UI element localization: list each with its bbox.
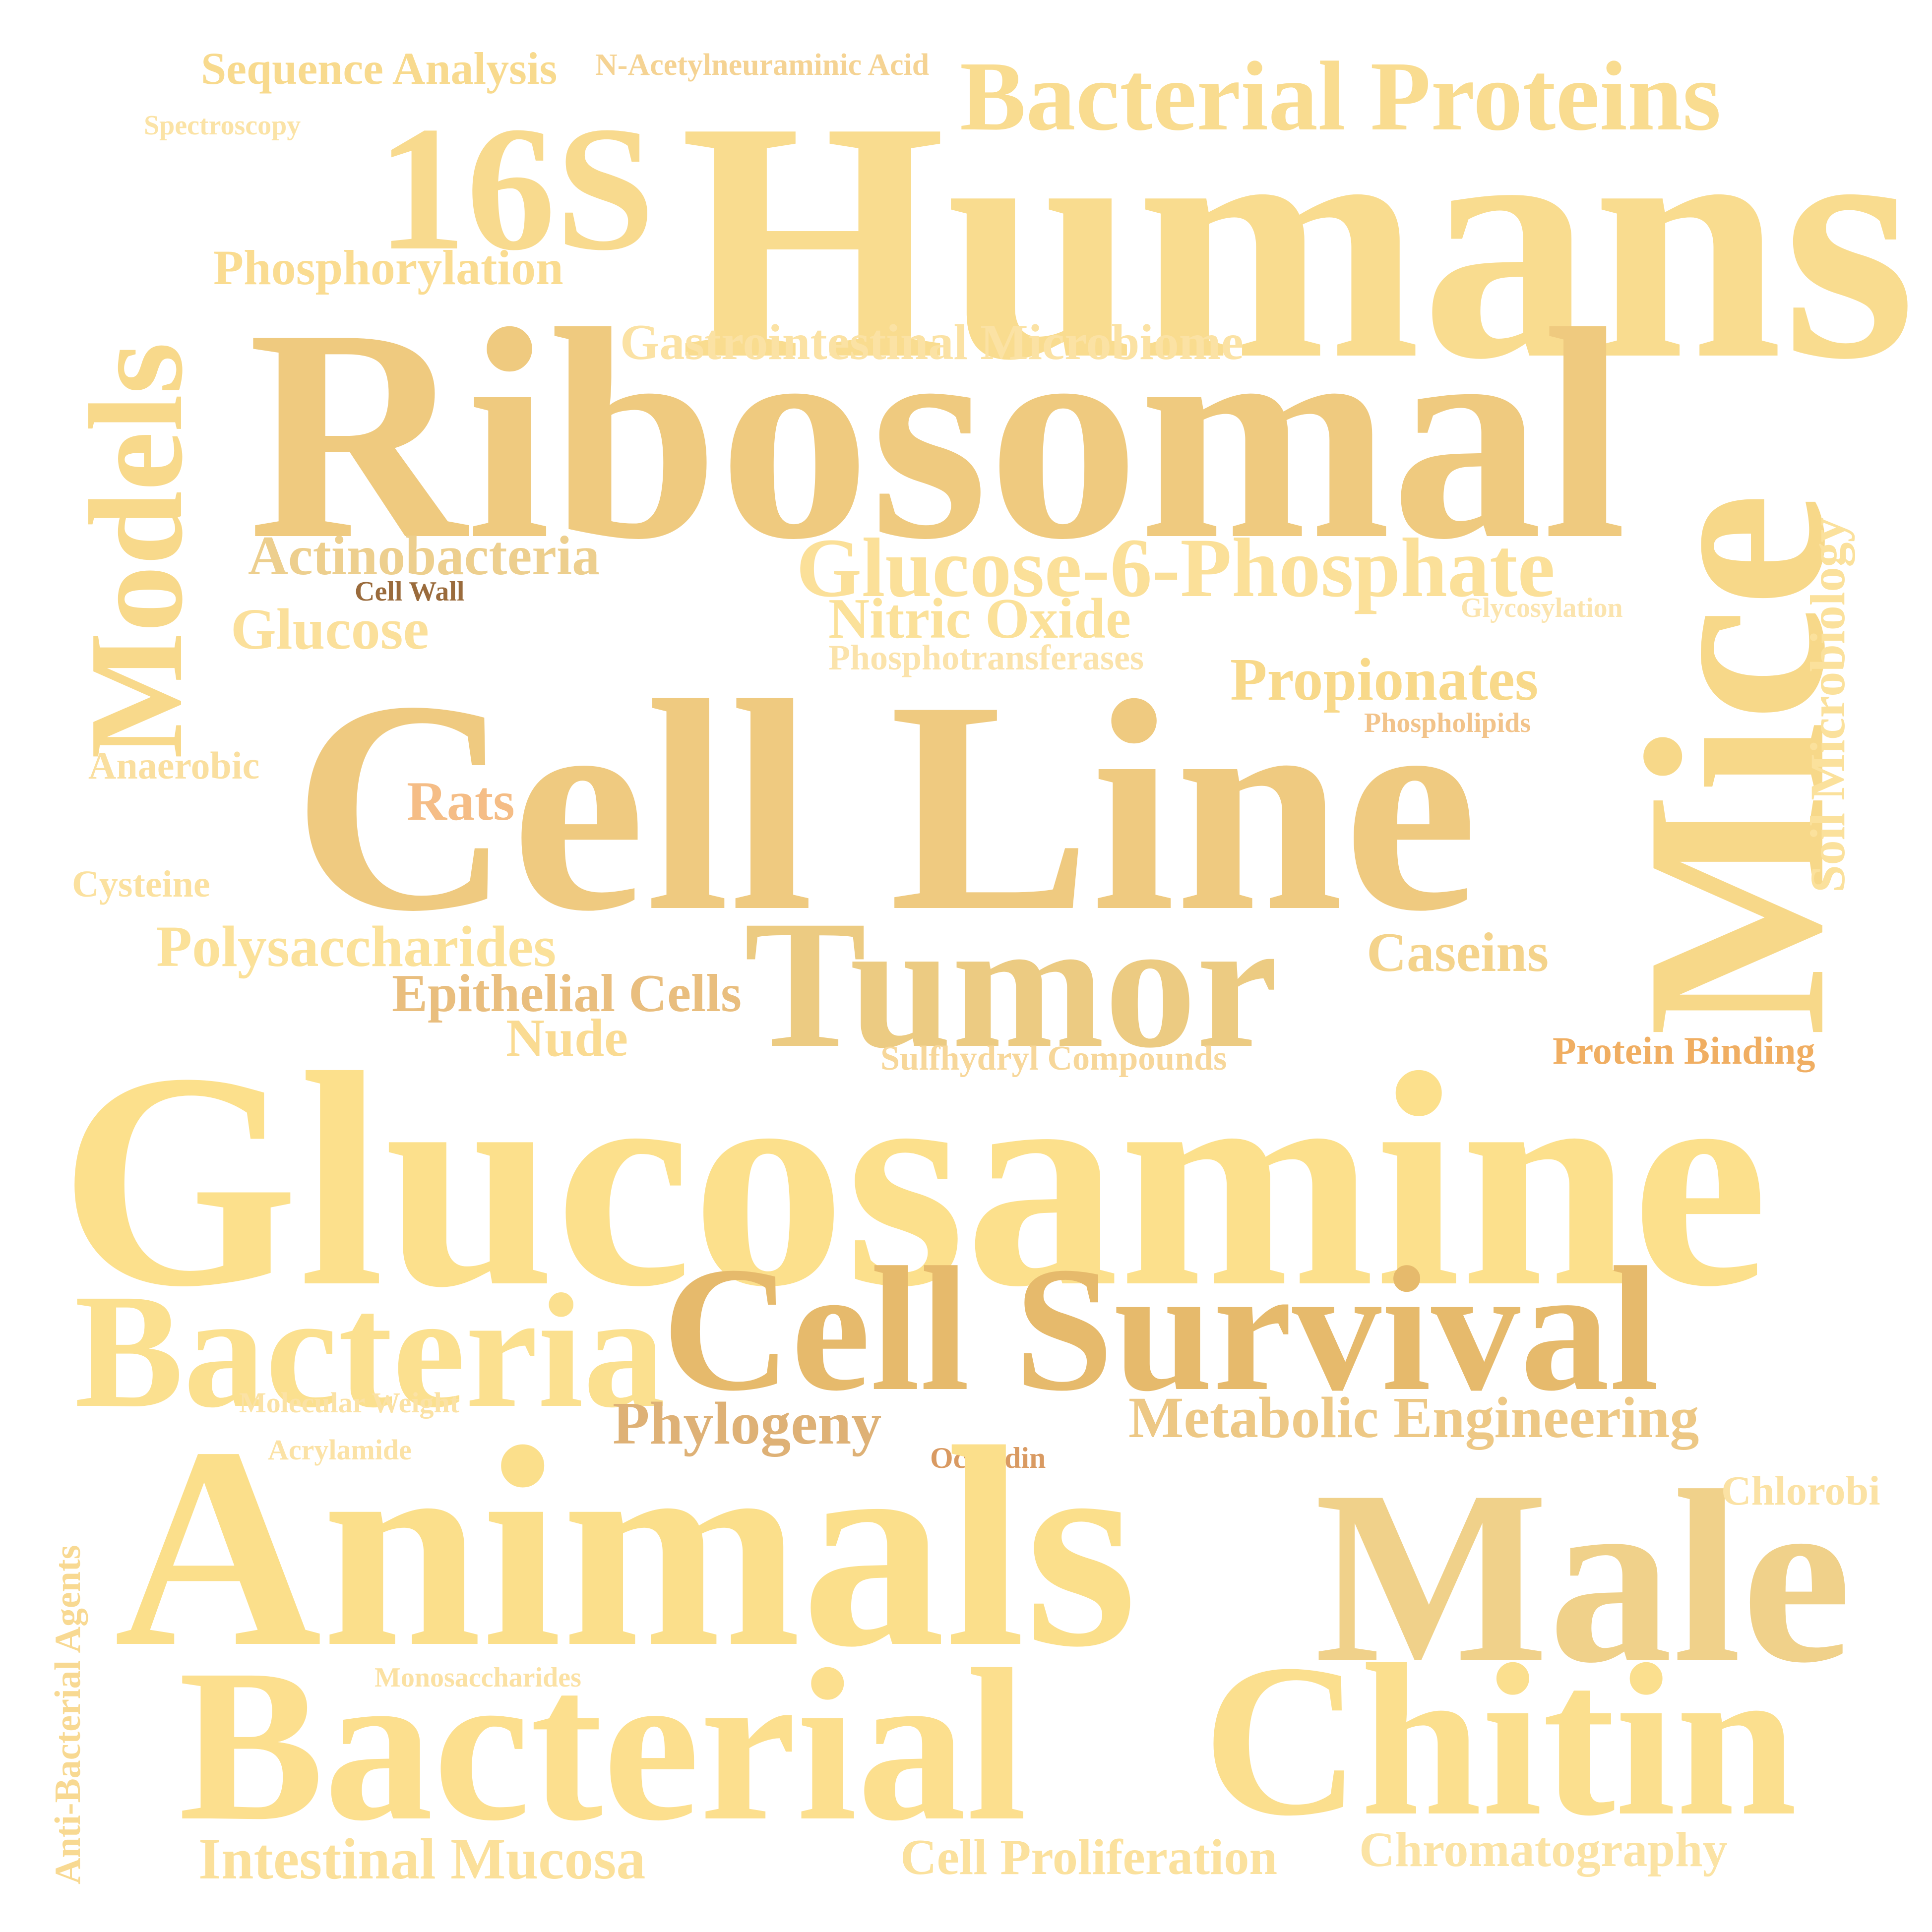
word-glucosamine: Glucosamine [60,1010,1768,1350]
word-soil-microbiology: Soil Microbiology [1800,517,1855,893]
word-gastrointestinal-microbiome: Gastrointestinal Microbiome [620,314,1244,370]
word-anaerobic: Anaerobic [88,744,260,787]
word-bacterial-proteins: Bacterial Proteins [960,42,1721,151]
word-occludin: Occludin [930,1442,1046,1474]
word-nitric-oxide: Nitric Oxide [828,587,1131,650]
word-epithelial-cells: Epithelial Cells [392,964,742,1023]
word-sulfhydryl-compounds: Sulfhydryl Compounds [880,1039,1227,1078]
word-monosaccharides: Monosaccharides [374,1662,581,1693]
word-actinobacteria: Actinobacteria [248,525,600,587]
word-animals: Animals [114,1388,1137,1706]
word-cell-line: Cell Line [293,638,1478,973]
word-ribosomal: Ribosomal [248,266,1627,602]
word-phospholipids: Phospholipids [1364,708,1531,738]
word-bacterial: Bacterial [179,1625,1027,1866]
word-phylogeny: Phylogeny [613,1390,882,1457]
word-phosphorylation: Phosphorylation [213,240,563,295]
word-polysaccharides: Polysaccharides [156,914,557,979]
word-chlorobi: Chlorobi [1721,1468,1880,1514]
word-acrylamide: Acrylamide [268,1434,412,1466]
word-chromatography: Chromatography [1359,1822,1728,1877]
word-chitin: Chitin [1203,1620,1798,1861]
word-cell-wall: Cell Wall [355,576,465,607]
word-nude: Nude [506,1009,628,1068]
word-humans: Humans [680,51,1916,430]
word-caseins: Caseins [1367,922,1549,983]
word-glycosylation: Glycosylation [1461,593,1623,623]
word-16s: 16S [377,89,655,287]
word-cysteine: Cysteine [72,863,210,905]
word-male: Male [1314,1440,1852,1714]
word-metabolic-engineering: Metabolic Engineering [1128,1385,1699,1450]
word-models: Models [62,342,210,759]
word-spectroscopy: Spectroscopy [144,110,301,141]
word-molecular-weight: Molecular Weight [239,1387,460,1419]
word-rats: Rats [407,771,515,832]
word-propionates: Propionates [1230,646,1539,713]
word-glucose-6-phosphate: Glucose-6-Phosphate [796,521,1555,614]
word-anti-bacterial-agents: Anti-Bacterial Agents [48,1545,88,1884]
word-intestinal-mucosa: Intestinal Mucosa [198,1826,646,1891]
word-bacteria: Bacteria [74,1261,666,1442]
word-phosphotransferases: Phosphotransferases [828,638,1144,677]
word-n-acetylneuraminic-acid: N-Acetylneuraminic Acid [595,48,930,82]
word-sequence-analysis: Sequence Analysis [201,43,558,94]
word-cell-survival: Cell Survival [662,1230,1660,1428]
word-glucose: Glucose [231,597,429,662]
word-protein-binding: Protein Binding [1553,1029,1815,1072]
word-tumor: Tumor [744,883,1278,1086]
word-cell-proliferation: Cell Proliferation [900,1829,1278,1885]
